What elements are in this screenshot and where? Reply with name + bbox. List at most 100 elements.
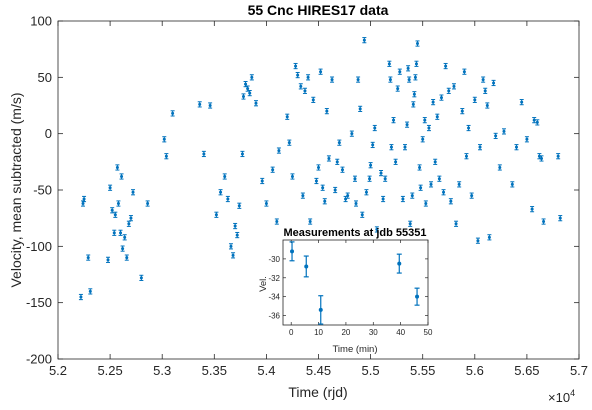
data-point — [411, 101, 416, 108]
data-point — [402, 144, 407, 151]
data-point — [393, 158, 398, 165]
data-point — [237, 202, 242, 209]
inset-y-axis-label: Vel. — [258, 276, 269, 292]
data-point — [368, 162, 373, 169]
data-point — [197, 101, 202, 108]
data-point — [539, 155, 544, 162]
data-point — [253, 100, 258, 107]
data-point — [270, 166, 275, 173]
x-tick-label: 5.6 — [466, 363, 484, 378]
data-point — [276, 147, 281, 154]
x-tick-label: 5.2 — [49, 363, 67, 378]
data-point — [349, 130, 354, 137]
y-tick-label: -100 — [26, 239, 52, 254]
inset-data-point — [396, 253, 402, 274]
data-point — [201, 150, 206, 158]
data-point — [306, 74, 311, 81]
x-tick-label: 5.4 — [257, 363, 275, 378]
data-point — [407, 76, 412, 83]
data-point — [397, 68, 402, 75]
x-exponent-label: ×104 — [548, 388, 575, 405]
data-point — [475, 237, 480, 244]
data-point — [218, 189, 223, 196]
data-point — [530, 206, 535, 213]
x-tick-label: 5.3 — [153, 363, 171, 378]
data-point — [78, 293, 83, 301]
data-point — [208, 102, 213, 109]
data-point — [501, 128, 506, 135]
data-point — [395, 85, 400, 92]
data-point — [514, 144, 519, 151]
data-point — [454, 220, 459, 227]
data-point — [295, 71, 300, 79]
data-point — [352, 175, 357, 182]
inset-x-tick-label: 30 — [369, 328, 378, 337]
data-point — [535, 119, 540, 126]
inset-title: Measurements at jdb 55351 — [283, 227, 426, 239]
data-point — [293, 62, 298, 70]
data-point — [372, 124, 377, 132]
data-point — [243, 80, 248, 88]
x-tick-label: 5.5 — [362, 363, 380, 378]
data-point — [358, 105, 363, 112]
inset-data-points — [289, 241, 420, 325]
inset-plot-area — [282, 239, 429, 326]
inset-y-tick-label: -30 — [268, 255, 280, 264]
data-point — [124, 254, 129, 261]
data-point — [362, 37, 367, 44]
data-point — [285, 113, 290, 120]
data-point — [290, 173, 295, 180]
data-point — [497, 164, 502, 171]
data-point — [412, 91, 417, 98]
data-point — [414, 60, 419, 67]
data-point — [423, 200, 428, 207]
inset-x-tick-label: 20 — [341, 328, 350, 337]
inset-axis-ticks: 0 10 20 30 40 50 -36 -34 -32 -30 — [268, 240, 433, 337]
data-point — [302, 87, 307, 94]
data-point — [443, 62, 448, 70]
data-point — [240, 150, 245, 158]
data-point — [126, 220, 131, 227]
data-point — [335, 158, 340, 165]
data-point — [381, 195, 386, 203]
data-point — [145, 200, 150, 207]
data-point — [110, 207, 115, 214]
y-tick-label: 50 — [38, 70, 52, 85]
data-point — [422, 117, 427, 124]
inset-x-tick-label: 10 — [314, 328, 323, 337]
data-point — [466, 124, 471, 132]
main-axis-ticks: 5.2 5.25 5.3 5.35 5.4 5.45 5.5 5.55 5.6 5.65 5.7 -2… — [26, 14, 588, 379]
data-point — [464, 153, 469, 160]
x-tick-label: 5.7 — [570, 363, 588, 378]
data-point — [320, 184, 325, 191]
data-point — [354, 200, 359, 207]
data-point — [367, 175, 372, 182]
inset-data-point — [318, 295, 324, 325]
data-point — [249, 74, 254, 81]
data-point — [356, 76, 361, 83]
data-point — [222, 173, 227, 180]
data-point — [370, 141, 375, 149]
data-point — [364, 189, 369, 196]
inset-y-tick-label: -36 — [268, 312, 280, 321]
data-point — [118, 229, 123, 236]
y-tick-label: 0 — [45, 126, 52, 141]
data-point — [119, 173, 124, 180]
data-point — [451, 83, 456, 90]
data-point — [383, 175, 388, 182]
main-data-points — [78, 37, 563, 301]
data-point — [457, 181, 462, 188]
data-point — [264, 200, 269, 207]
data-point — [469, 192, 474, 199]
inset-y-tick-label: -34 — [268, 293, 280, 302]
data-point — [429, 181, 434, 188]
data-point — [139, 274, 144, 281]
data-point — [326, 155, 331, 162]
data-point — [225, 195, 230, 203]
inset-x-tick-label: 50 — [424, 328, 433, 337]
data-point — [115, 164, 120, 171]
data-point — [298, 83, 303, 90]
inset-x-tick-label: 40 — [396, 328, 405, 337]
data-point — [558, 215, 563, 222]
